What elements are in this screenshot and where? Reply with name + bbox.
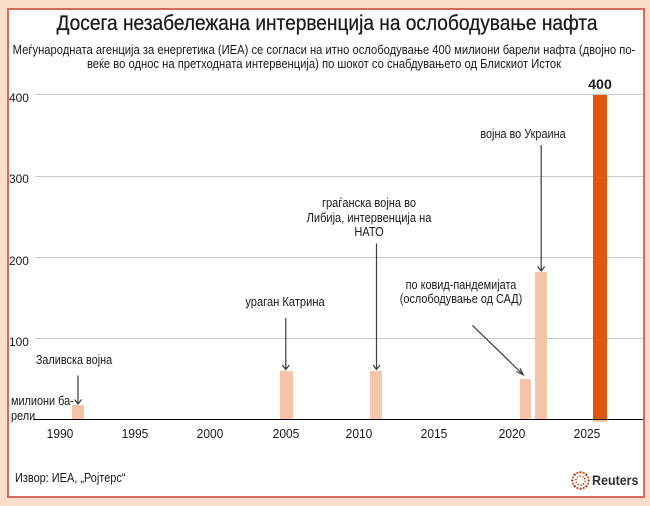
svg-text:Reuters: Reuters [592, 473, 639, 488]
